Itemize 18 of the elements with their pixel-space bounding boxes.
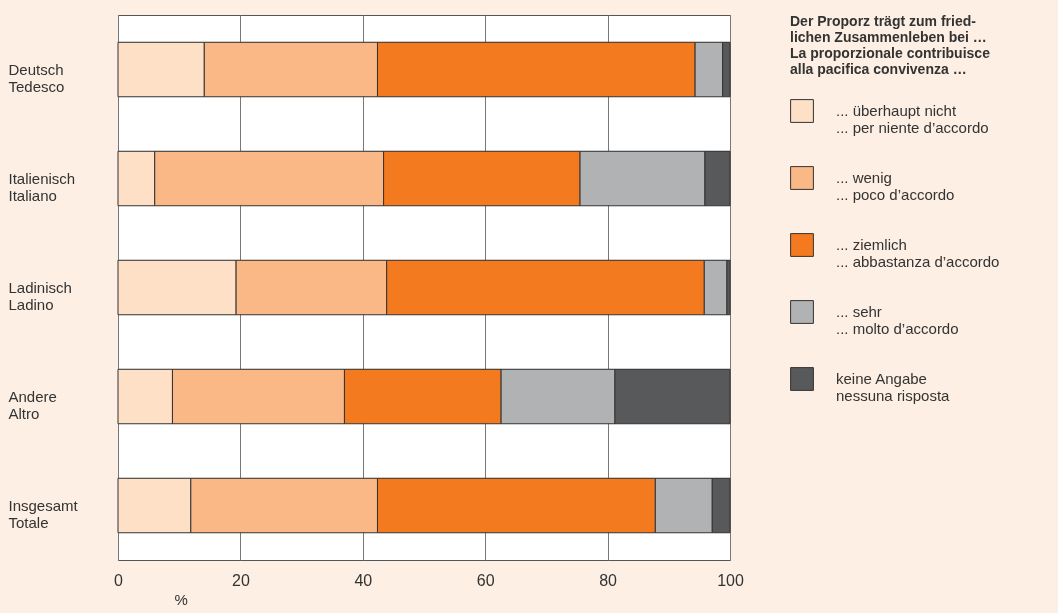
x-tick-label: 0 (114, 571, 124, 589)
x-tick-label: 60 (476, 571, 495, 589)
x-tick-label: 20 (232, 571, 250, 589)
y-tick-label: Italienisch Italiano (8, 169, 76, 204)
y-tick-label: Andere Altro (8, 387, 57, 422)
y-tick-label: Deutsch Tedesco (8, 60, 65, 95)
y-tick-label: Insgesamt Totale (8, 496, 79, 531)
legend-label: ... wenig ... poco d’accordo (836, 169, 955, 203)
legend-label: ... überhaupt nicht ... per niente d’accordo (836, 102, 989, 136)
x-tick-label: 40 (354, 571, 373, 589)
x-tick-label: 80 (599, 571, 618, 589)
y-tick-label: Ladinisch Ladino (8, 278, 72, 313)
legend-title: Der Proporz trägt zum fried- lichen Zusammenleben bei … La proporzionale contribuisce alla pacifica convivenza … (790, 13, 991, 77)
legend-label: keine Angabe nessuna risposta (836, 370, 951, 404)
legend-label: ... ziemlich ... abbastanza d’accordo (836, 236, 1000, 270)
legend-label: ... sehr ... molto d’accordo (836, 303, 959, 337)
x-tick-label: 100 (717, 571, 744, 589)
x-axis-title: % (174, 590, 188, 608)
